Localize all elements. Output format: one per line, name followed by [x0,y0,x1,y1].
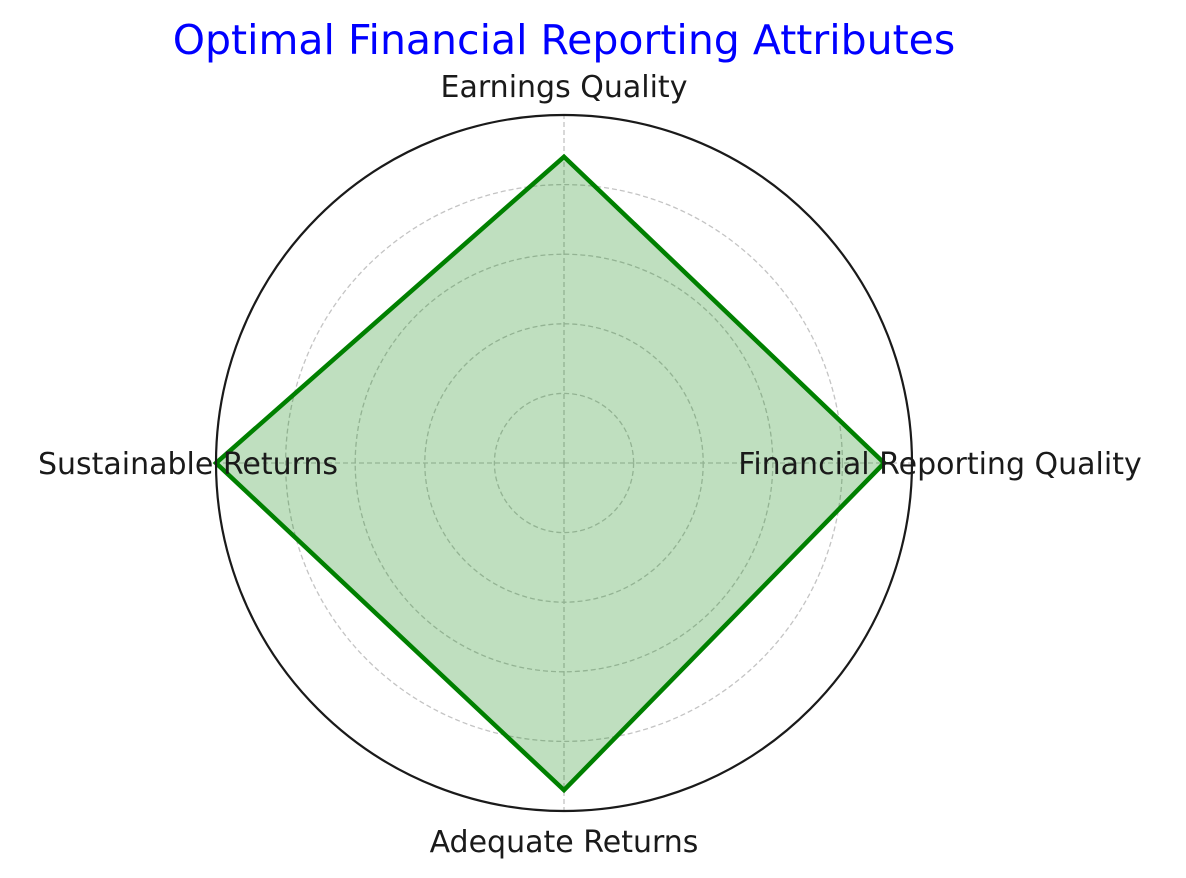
chart-title: Optimal Financial Reporting Attributes [173,16,956,64]
category-label-1: Earnings Quality [441,70,688,105]
grid-ring-80 [284,183,844,743]
grid-ring-20 [493,392,635,534]
category-label-2: Sustainable Returns [38,447,338,482]
category-label-3: Adequate Returns [430,825,699,860]
category-labels: Financial Reporting Quality Earnings Qual… [38,70,1142,860]
category-label-0: Financial Reporting Quality [738,447,1141,482]
polar-grid [216,115,912,811]
outer-frame-ring [214,113,914,813]
